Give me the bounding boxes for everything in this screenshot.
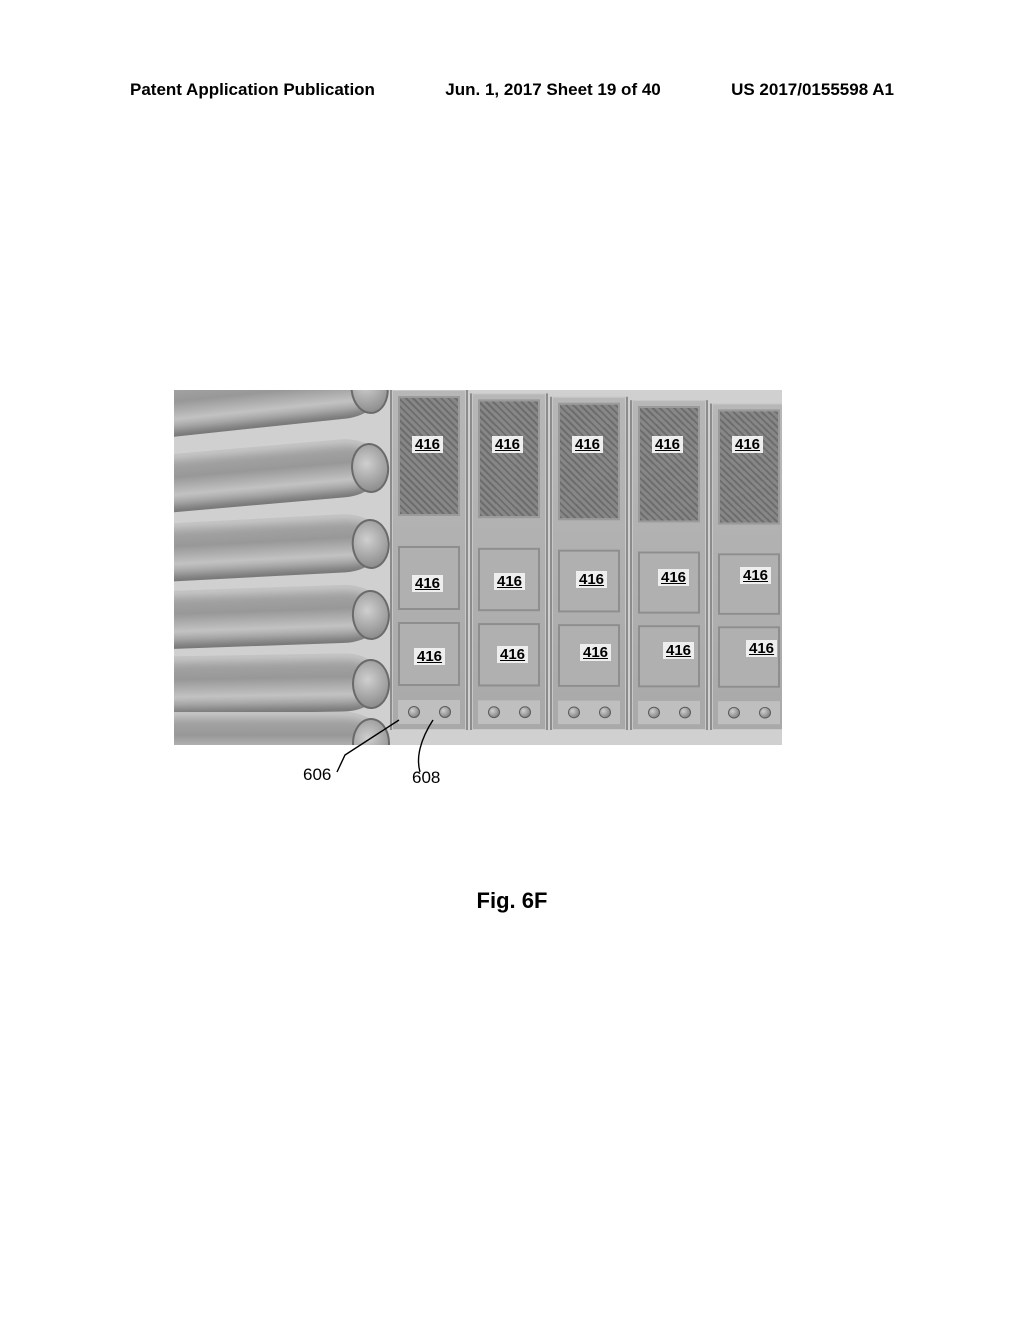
status-dot (599, 706, 611, 718)
cable (174, 390, 385, 446)
module-foot (718, 701, 780, 724)
ref-label-416: 416 (652, 436, 683, 453)
module-mesh (638, 406, 700, 522)
cable (174, 712, 384, 745)
header-left: Patent Application Publication (130, 80, 375, 100)
status-dot (759, 707, 771, 719)
drawing-canvas: 416 416 416 416 416 416 416 416 416 416 416 416 416 4… (174, 390, 782, 745)
ref-label-416: 416 (740, 567, 771, 584)
module-mesh (398, 396, 460, 516)
ref-label-416: 416 (497, 646, 528, 663)
header-right: US 2017/0155598 A1 (731, 80, 894, 100)
status-dot (568, 706, 580, 718)
ref-label-416: 416 (576, 571, 607, 588)
status-dot (679, 707, 691, 719)
ref-label-416: 416 (580, 644, 611, 661)
ref-label-416: 416 (732, 436, 763, 453)
ref-label-416: 416 (412, 436, 443, 453)
status-dot (439, 706, 451, 718)
ref-label-416: 416 (492, 436, 523, 453)
status-dot (648, 707, 660, 719)
page-header: Patent Application Publication Jun. 1, 2… (0, 80, 1024, 100)
cable (174, 584, 385, 652)
ref-label-416: 416 (658, 569, 689, 586)
module-mesh (478, 399, 540, 518)
cable (174, 653, 384, 716)
status-dot (728, 707, 740, 719)
ref-label-416: 416 (572, 436, 603, 453)
module-foot (558, 701, 620, 725)
figure-drawing: 416 416 416 416 416 416 416 416 416 416 416 416 416 4… (174, 390, 782, 745)
status-dot (519, 706, 531, 718)
status-dot (408, 706, 420, 718)
callout-608: 608 (412, 768, 440, 788)
callout-606: 606 (303, 765, 331, 785)
ref-label-416: 416 (414, 648, 445, 665)
module-mesh (558, 403, 620, 521)
module-foot (638, 701, 700, 724)
figure-caption: Fig. 6F (0, 888, 1024, 914)
ref-label-416: 416 (746, 640, 777, 657)
ref-label-416: 416 (412, 575, 443, 592)
module-mesh (718, 409, 780, 524)
module-port-mid (718, 553, 780, 614)
module-foot (478, 700, 540, 724)
module-foot (398, 700, 460, 724)
cable (174, 512, 385, 586)
module-port-bot (718, 626, 780, 687)
status-dot (488, 706, 500, 718)
ref-label-416: 416 (494, 573, 525, 590)
cable (174, 436, 385, 520)
ref-label-416: 416 (663, 642, 694, 659)
header-center: Jun. 1, 2017 Sheet 19 of 40 (445, 80, 660, 100)
